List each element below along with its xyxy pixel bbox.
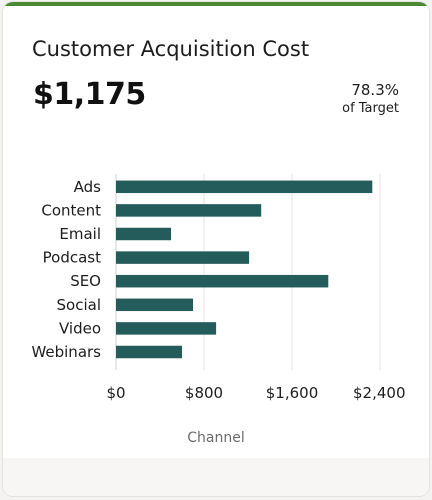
bar-social <box>116 298 193 312</box>
bar-chart: Ads Content Email Podcast SEO Social Video Webi… <box>31 174 406 446</box>
target-label: of Target <box>342 101 399 116</box>
x-tick-label: $0 <box>106 384 125 402</box>
category-label: Content <box>41 201 101 219</box>
x-tick-label: $2,400 <box>353 384 406 402</box>
bar-podcast <box>116 251 250 264</box>
category-label: Webinars <box>31 343 101 361</box>
category-label: Ads <box>74 178 102 196</box>
card-title: Customer Acquisition Cost <box>32 37 310 61</box>
category-label: Video <box>59 319 101 337</box>
target-percentage: 78.3% <box>351 81 399 99</box>
card-top-accent <box>3 2 429 6</box>
category-label: Social <box>57 296 101 314</box>
kpi-value: $1,175 <box>33 77 146 112</box>
bar-content <box>116 204 262 217</box>
bar-ads <box>116 180 373 194</box>
card-footer <box>3 458 429 496</box>
kpi-card: Customer Acquisition Cost $1,175 78.3% o… <box>3 2 429 496</box>
bar-seo <box>116 274 329 288</box>
bar-email <box>116 227 171 241</box>
category-label: Email <box>59 225 101 243</box>
bar-video <box>116 322 217 335</box>
x-tick-label: $800 <box>185 384 223 402</box>
bar-webinars <box>116 345 182 359</box>
x-axis-title: Channel <box>187 430 244 446</box>
category-label: Podcast <box>43 249 101 267</box>
x-tick-label: $1,600 <box>266 384 319 402</box>
category-label: SEO <box>70 272 101 290</box>
